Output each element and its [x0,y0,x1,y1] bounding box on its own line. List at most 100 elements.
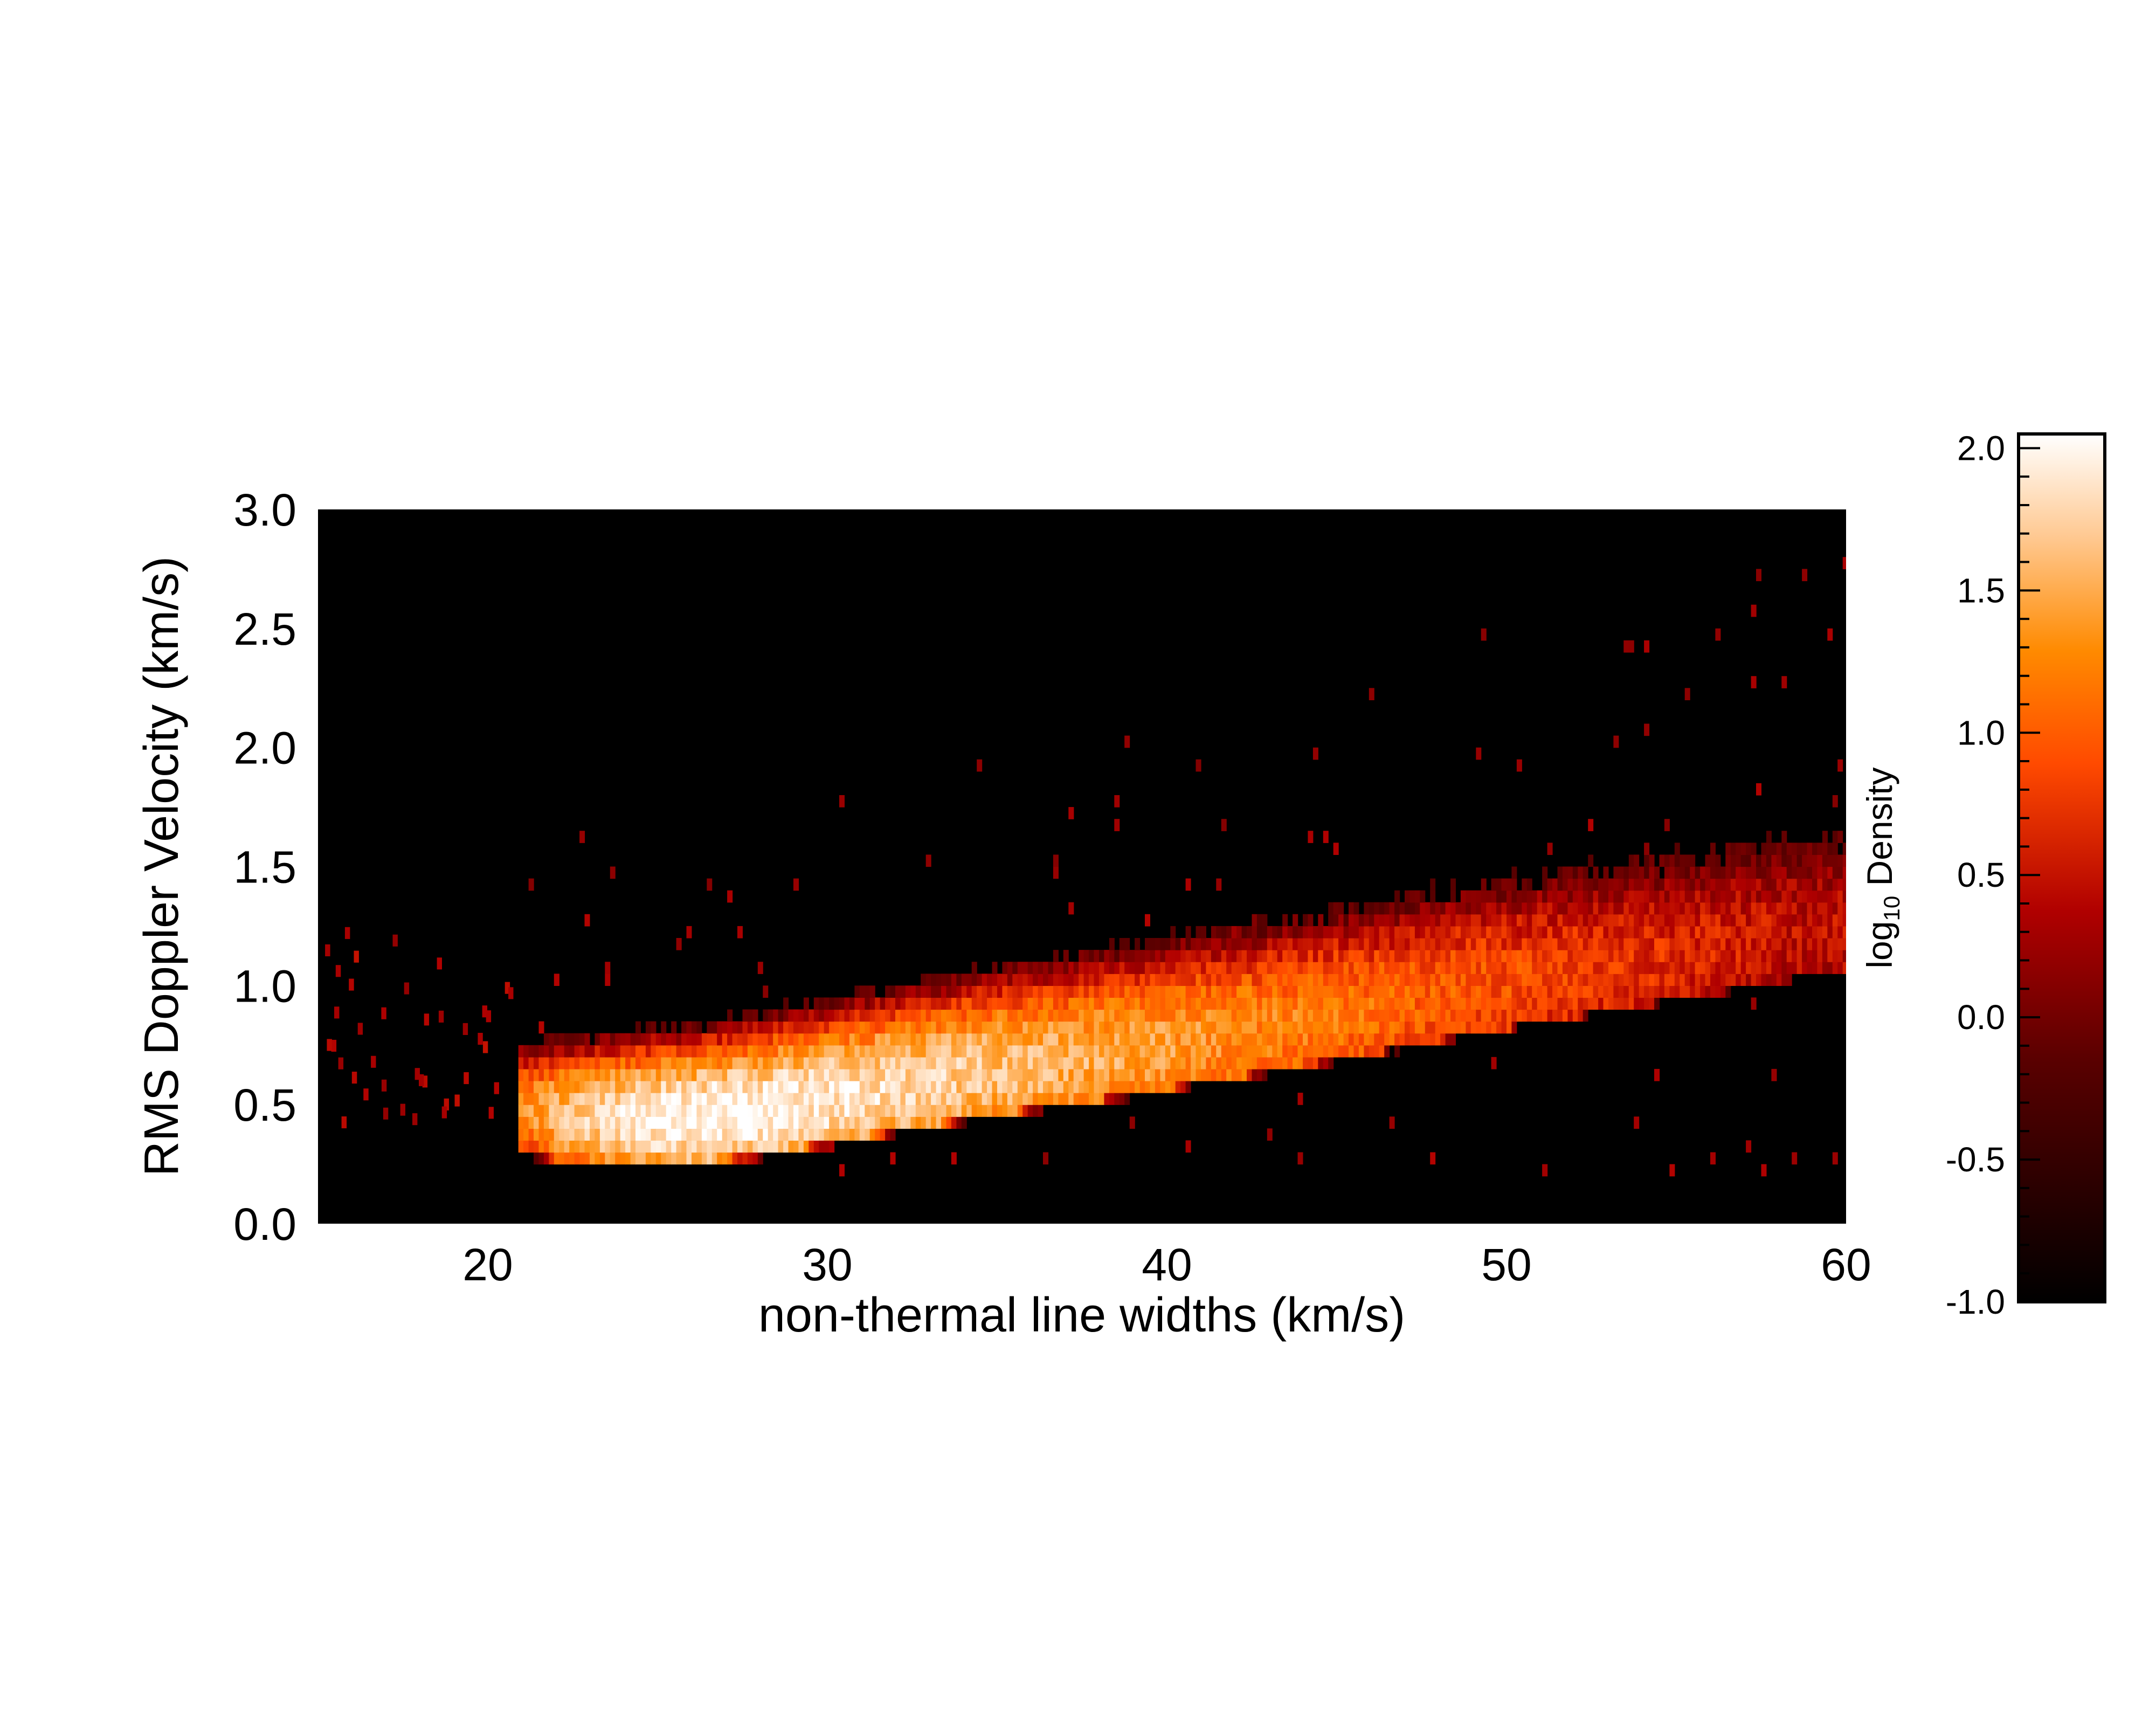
heat-cell [1501,985,1507,998]
heat-cell [1079,950,1084,962]
heat-cell [1114,1093,1120,1105]
heat-cell [1746,1140,1752,1153]
heat-cell [1083,1057,1089,1070]
heat-cell [1226,926,1232,939]
heat-cell [1634,950,1640,962]
y-axis-ticks: 0.00.51.01.52.02.53.0 [233,485,296,1250]
heat-cell [1027,1009,1033,1022]
heat-cell [997,1093,1003,1105]
heat-cell [977,997,983,1010]
heat-cell [900,1021,906,1034]
heat-cell [1654,950,1660,962]
heat-cell [1720,962,1726,974]
heat-cell [1486,914,1492,927]
heat-cell [1068,962,1074,974]
heat-cell [1664,974,1670,986]
heat-cell [1394,926,1400,939]
heat-cell [849,1057,855,1070]
heat-cell [1068,1057,1074,1070]
heat-cell [1216,1009,1222,1022]
heat-cell [1690,950,1696,962]
heat-cell [599,1128,605,1141]
heat-cell [1114,819,1120,831]
heat-cell [1807,962,1813,974]
heat-cell [921,1068,927,1081]
heat-cell [1379,902,1385,915]
heat-cell [1405,950,1410,962]
heat-cell [701,1128,707,1141]
heat-cell [1832,914,1838,927]
heat-cell [1079,1081,1084,1093]
heat-cell [676,1081,682,1093]
heat-cell [1247,938,1252,950]
heat-cell [1684,902,1690,915]
heat-cell [813,1057,819,1070]
heat-cell [1267,985,1273,998]
heat-cell [727,1033,733,1046]
heat-cell [1211,1068,1217,1081]
colorbar-tick-label: 1.5 [1957,571,2005,610]
heat-cell [1486,938,1492,950]
heat-cell [1033,1033,1039,1046]
heat-cell [844,1093,850,1105]
heat-cell [742,1116,748,1129]
heat-cell [625,1045,631,1058]
heat-cell [829,1057,835,1070]
heat-cell [1328,997,1334,1010]
heat-cell [1099,1068,1105,1081]
heat-cell [1501,926,1507,939]
heat-cell [869,1021,875,1034]
heat-cell [971,1045,977,1058]
heat-cell [1537,926,1543,939]
heat-cell [1358,950,1364,962]
heat-cell [859,1033,865,1046]
heat-cell [692,1116,697,1129]
heat-cell [1180,974,1186,986]
heat-cell [1593,938,1599,950]
heat-cell [1583,866,1588,879]
heat-cell [1802,902,1808,915]
heat-cell [732,1093,738,1105]
heat-cell [655,1105,661,1117]
heat-cell [1628,866,1634,879]
heat-cell [1455,962,1461,974]
heat-cell [605,962,611,974]
heat-cell [1481,985,1487,998]
heat-cell [599,1068,605,1081]
heat-cell [824,1021,830,1034]
heat-cell [1481,926,1487,939]
heat-cell [1796,843,1802,855]
heat-cell [1516,926,1522,939]
heat-cell [1562,890,1568,903]
x-axis-ticks: 20 30 40 50 60 [462,1239,1871,1290]
heat-cell [1312,1021,1318,1034]
heat-cell [1282,1009,1288,1022]
heat-cell [1109,1033,1115,1046]
heat-cell [757,1021,763,1034]
heat-cell [1267,938,1273,950]
heat-cell [1644,902,1650,915]
heat-cell [966,985,972,998]
heat-cell [701,1081,707,1093]
heat-cell [941,997,947,1010]
heat-cell [768,1105,773,1117]
heat-cell [1842,962,1846,974]
heat-cell [1588,878,1594,891]
heat-cell [1048,1033,1054,1046]
heat-cell [1598,926,1604,939]
heat-cell [1481,914,1487,927]
heat-cell [819,997,825,1010]
heat-cell [1247,962,1252,974]
heat-cell [494,1082,499,1094]
heat-cell [696,1021,702,1034]
heat-cell [1466,974,1471,986]
heat-cell [763,1021,769,1034]
heat-cell [1104,974,1110,986]
heat-cell [1053,866,1059,879]
heat-cell [1349,974,1354,986]
heat-cell [1216,926,1222,939]
heat-cell [1241,1033,1247,1046]
heat-cell [1634,985,1640,998]
heat-cell [1318,1009,1324,1022]
heat-cell [966,1081,972,1093]
